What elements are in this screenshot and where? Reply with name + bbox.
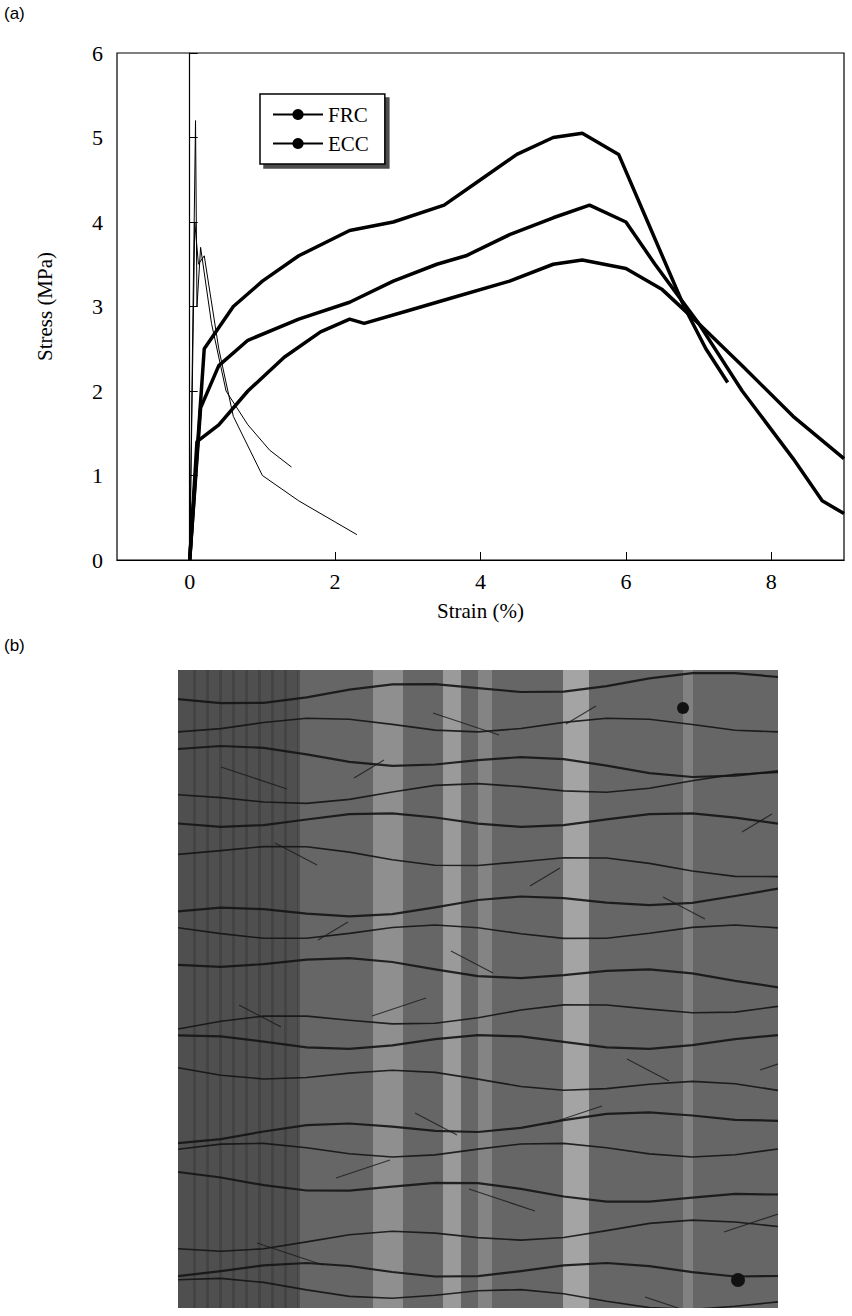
- svg-text:5: 5: [92, 125, 103, 150]
- svg-text:0: 0: [184, 569, 195, 594]
- svg-text:6: 6: [620, 569, 631, 594]
- svg-text:Strain (%): Strain (%): [437, 599, 524, 623]
- svg-text:1: 1: [92, 463, 103, 488]
- svg-text:2: 2: [330, 569, 341, 594]
- svg-text:4: 4: [92, 210, 103, 235]
- svg-text:3: 3: [92, 294, 103, 319]
- svg-text:6: 6: [92, 41, 103, 66]
- svg-text:FRC: FRC: [328, 103, 368, 127]
- svg-text:ECC: ECC: [328, 132, 369, 156]
- svg-text:2: 2: [92, 379, 103, 404]
- html-text:(a): (a): [4, 4, 25, 23]
- html-text:(b): (b): [4, 636, 25, 655]
- svg-text:0: 0: [92, 548, 103, 573]
- svg-text:Stress (MPa): Stress (MPa): [33, 252, 57, 361]
- svg-text:4: 4: [475, 569, 486, 594]
- svg-text:8: 8: [766, 569, 777, 594]
